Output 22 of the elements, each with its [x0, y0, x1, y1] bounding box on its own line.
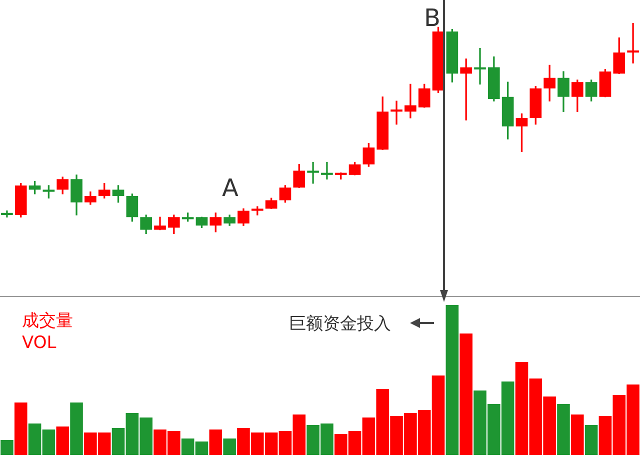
bar	[460, 334, 472, 455]
bar	[0, 440, 14, 455]
annotation: B	[424, 4, 440, 32]
candlestick	[321, 162, 333, 180]
candlestick	[474, 48, 486, 85]
bar	[56, 426, 70, 455]
annotation: A	[222, 174, 238, 202]
annotation: 成交量	[22, 311, 73, 331]
bar	[584, 425, 598, 455]
annotation: VOL	[22, 333, 56, 353]
annotation: 巨额资金投入	[289, 314, 391, 334]
candlestick	[627, 23, 639, 64]
bar	[209, 430, 222, 455]
bar	[570, 414, 584, 455]
bar	[70, 402, 83, 455]
candlestick	[307, 162, 319, 184]
candlestick	[404, 84, 416, 118]
bar	[446, 305, 459, 455]
candlestick	[390, 100, 402, 125]
bar	[557, 404, 570, 455]
bar	[14, 402, 28, 455]
bar	[223, 438, 236, 455]
